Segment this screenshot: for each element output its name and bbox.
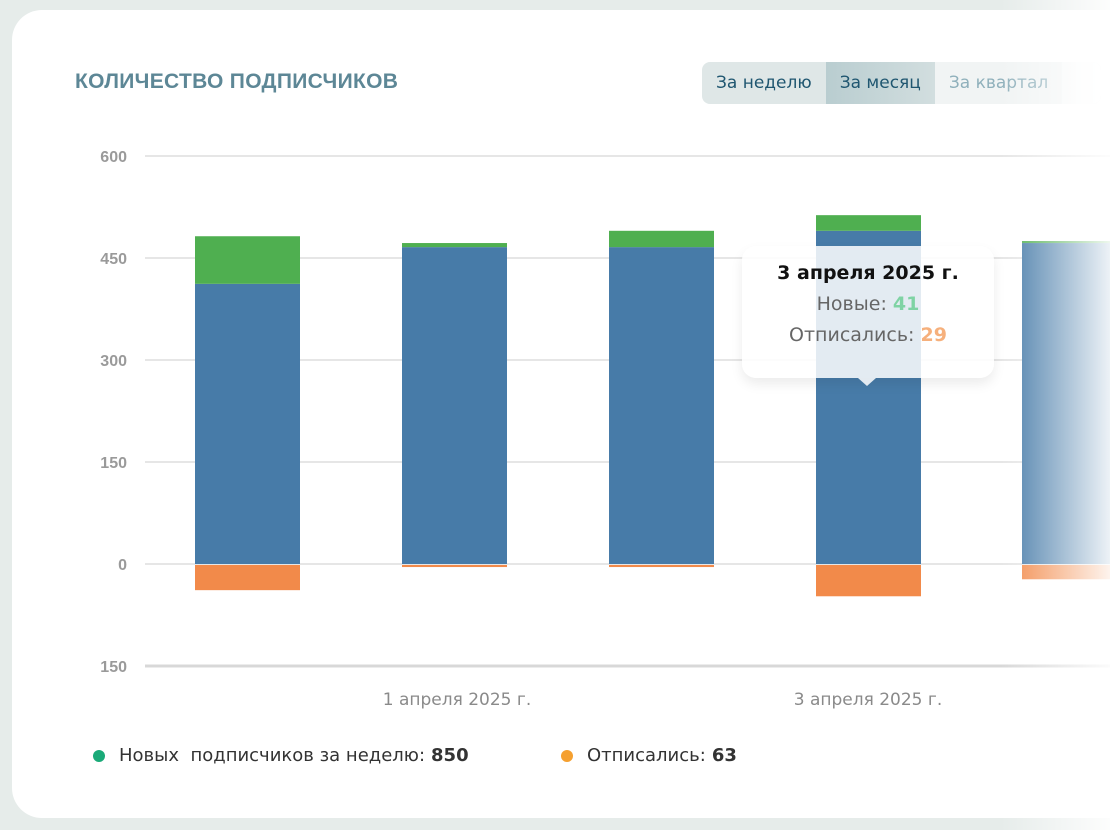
bar-unsub: [195, 565, 300, 591]
period-selector: За неделю За месяц За квартал: [702, 62, 1102, 104]
tooltip-new-label: Новые:: [816, 293, 887, 315]
bar-base: [195, 283, 300, 564]
bar-new: [816, 215, 921, 231]
tooltip-date: 3 апреля 2025 г.: [777, 262, 959, 284]
y-tick-label: 150: [100, 455, 127, 472]
tooltip: 3 апреля 2025 г. Новые: 41 Отписались: 2…: [742, 246, 994, 386]
y-tick-label: 600: [100, 149, 127, 166]
x-tick-label: 1 апреля 2025 г.: [383, 690, 532, 710]
y-tick-label: 0: [118, 557, 127, 574]
period-week-button[interactable]: За неделю: [716, 73, 812, 93]
x-tick-label: 3 апреля 2025 г.: [794, 690, 943, 710]
legend-unsub-value: 63: [711, 745, 737, 766]
bar-base: [402, 247, 507, 564]
tooltip-arrow: [858, 378, 876, 386]
bar-base: [1022, 243, 1110, 565]
legend-unsub-dot-icon: [561, 749, 573, 762]
legend-new-label: Новых подписчиков за неделю:: [119, 745, 426, 766]
tooltip-unsub-value: 29: [920, 324, 947, 346]
legend-new-value: 850: [431, 745, 469, 766]
bar-new: [1022, 241, 1110, 244]
tooltip-new-value: 41: [892, 293, 920, 315]
y-tick-label: 300: [100, 353, 127, 370]
y-tick-label: 450: [100, 251, 127, 268]
legend-new-dot-icon: [93, 749, 105, 762]
bar-unsub: [816, 565, 921, 597]
legend-unsub: Отписались: 63: [561, 745, 737, 766]
period-month-button[interactable]: За месяц: [825, 62, 935, 104]
bar-new: [609, 230, 714, 248]
bar-new: [195, 236, 300, 284]
bar-unsub: [402, 565, 507, 568]
y-tick-label: 150: [100, 659, 127, 676]
chart-title: КОЛИЧЕСТВО ПОДПИСЧИКОВ: [75, 70, 399, 93]
bar-unsub: [609, 565, 714, 568]
legend-new: Новых подписчиков за неделю: 850: [93, 745, 469, 766]
bar-unsub: [1022, 565, 1110, 580]
tooltip-unsub-label: Отписались:: [789, 324, 915, 346]
bar-base: [609, 247, 714, 564]
legend-unsub-label: Отписались:: [587, 745, 706, 766]
bar-new: [402, 243, 507, 248]
